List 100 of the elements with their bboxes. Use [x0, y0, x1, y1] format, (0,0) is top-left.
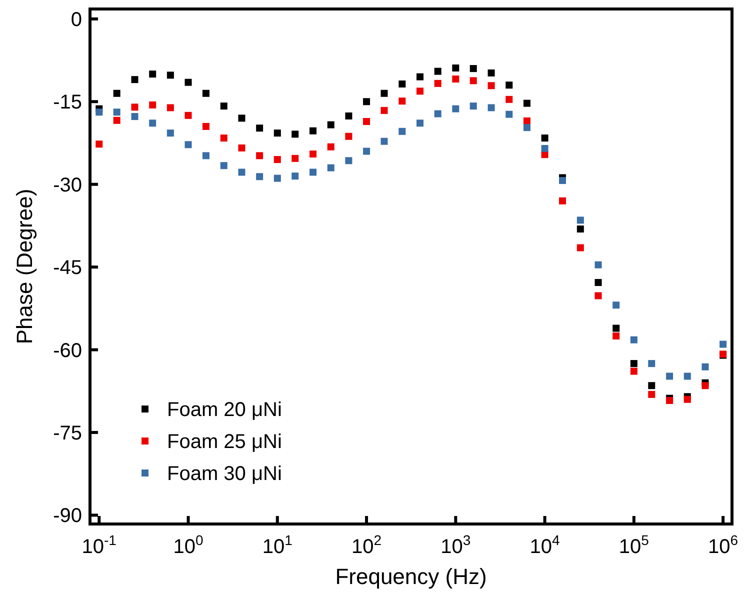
- y-tick-label: -60: [53, 340, 82, 362]
- point: [434, 80, 442, 87]
- point: [380, 90, 388, 97]
- point: [327, 143, 334, 150]
- point: [648, 390, 656, 398]
- point: [345, 112, 352, 120]
- point: [720, 340, 727, 348]
- point: [149, 120, 156, 127]
- point: [166, 130, 174, 137]
- point: [327, 121, 334, 128]
- point: [113, 108, 120, 116]
- point: [220, 102, 228, 110]
- point: [274, 130, 281, 137]
- point: [96, 140, 103, 148]
- point: [452, 76, 460, 83]
- point: [684, 372, 691, 380]
- y-tick-label: 0: [70, 8, 82, 31]
- y-tick-label: -90: [53, 505, 82, 528]
- y-axis-title: Phase (Degree): [12, 188, 37, 344]
- point: [202, 90, 210, 97]
- point: [220, 134, 228, 142]
- point: [702, 363, 709, 370]
- point: [131, 113, 138, 120]
- point: [612, 332, 620, 340]
- y-tick-label: -30: [53, 174, 82, 196]
- x-tick-label: 10$^{6}$: [708, 532, 738, 558]
- point: [648, 382, 656, 390]
- point: [558, 176, 566, 184]
- point: [470, 65, 477, 72]
- point: [220, 162, 228, 170]
- x-axis-title: Frequency (Hz): [335, 564, 487, 589]
- point: [202, 122, 210, 130]
- x-tick-label: 10$^{5}$: [618, 532, 650, 558]
- point: [594, 278, 602, 286]
- point: [166, 104, 174, 112]
- point: [113, 116, 120, 124]
- point: [184, 78, 192, 86]
- point: [648, 360, 656, 368]
- point: [149, 70, 156, 78]
- point: [612, 324, 620, 332]
- point: [416, 73, 424, 80]
- point: [470, 102, 477, 110]
- point: [488, 69, 495, 76]
- point: [363, 148, 370, 155]
- point: [702, 382, 709, 390]
- point: [327, 164, 334, 172]
- point: [166, 72, 174, 79]
- point: [310, 150, 317, 158]
- point: [506, 96, 513, 103]
- point: [184, 141, 192, 148]
- point: [558, 197, 566, 204]
- point: [310, 127, 317, 134]
- legend-label: Foam 20 μNi: [167, 399, 282, 421]
- point: [630, 336, 638, 344]
- point: [184, 112, 192, 119]
- point: [96, 108, 103, 116]
- point: [594, 261, 602, 268]
- point: [113, 90, 120, 97]
- point: [292, 130, 299, 138]
- point: [523, 100, 530, 107]
- point: [594, 292, 602, 300]
- point: [506, 82, 513, 89]
- point: [452, 105, 460, 112]
- point: [131, 76, 138, 84]
- point: [434, 110, 442, 118]
- point: [363, 98, 370, 106]
- x-tick-label: 10$^{2}$: [352, 532, 382, 558]
- x-tick-label: 10$^{4}$: [530, 532, 560, 558]
- point: [292, 172, 299, 180]
- point: [541, 145, 548, 152]
- point: [488, 104, 495, 112]
- legend-label: Foam 30 μNi: [167, 463, 282, 485]
- point: [238, 168, 246, 176]
- point: [256, 152, 264, 160]
- point: [274, 174, 281, 182]
- point: [416, 88, 424, 95]
- point: [416, 120, 424, 127]
- point: [345, 157, 352, 164]
- point: [684, 396, 691, 403]
- point: [523, 124, 530, 132]
- point: [345, 132, 352, 140]
- point: [274, 156, 281, 164]
- point: [576, 226, 584, 233]
- x-tick-label: 10$^{3}$: [440, 532, 471, 558]
- point: [310, 168, 317, 176]
- point: [541, 134, 548, 142]
- x-tick-label: 10$^{1}$: [262, 532, 293, 558]
- point: [523, 117, 530, 124]
- point: [576, 216, 584, 224]
- point: [470, 77, 477, 84]
- point: [202, 152, 210, 160]
- point: [666, 372, 674, 380]
- point: [380, 106, 388, 114]
- point: [630, 368, 638, 375]
- point: [576, 244, 584, 252]
- y-tick-label: -15: [53, 92, 82, 114]
- point: [131, 104, 138, 111]
- point: [149, 101, 156, 108]
- point: [398, 80, 406, 88]
- point: [506, 110, 513, 118]
